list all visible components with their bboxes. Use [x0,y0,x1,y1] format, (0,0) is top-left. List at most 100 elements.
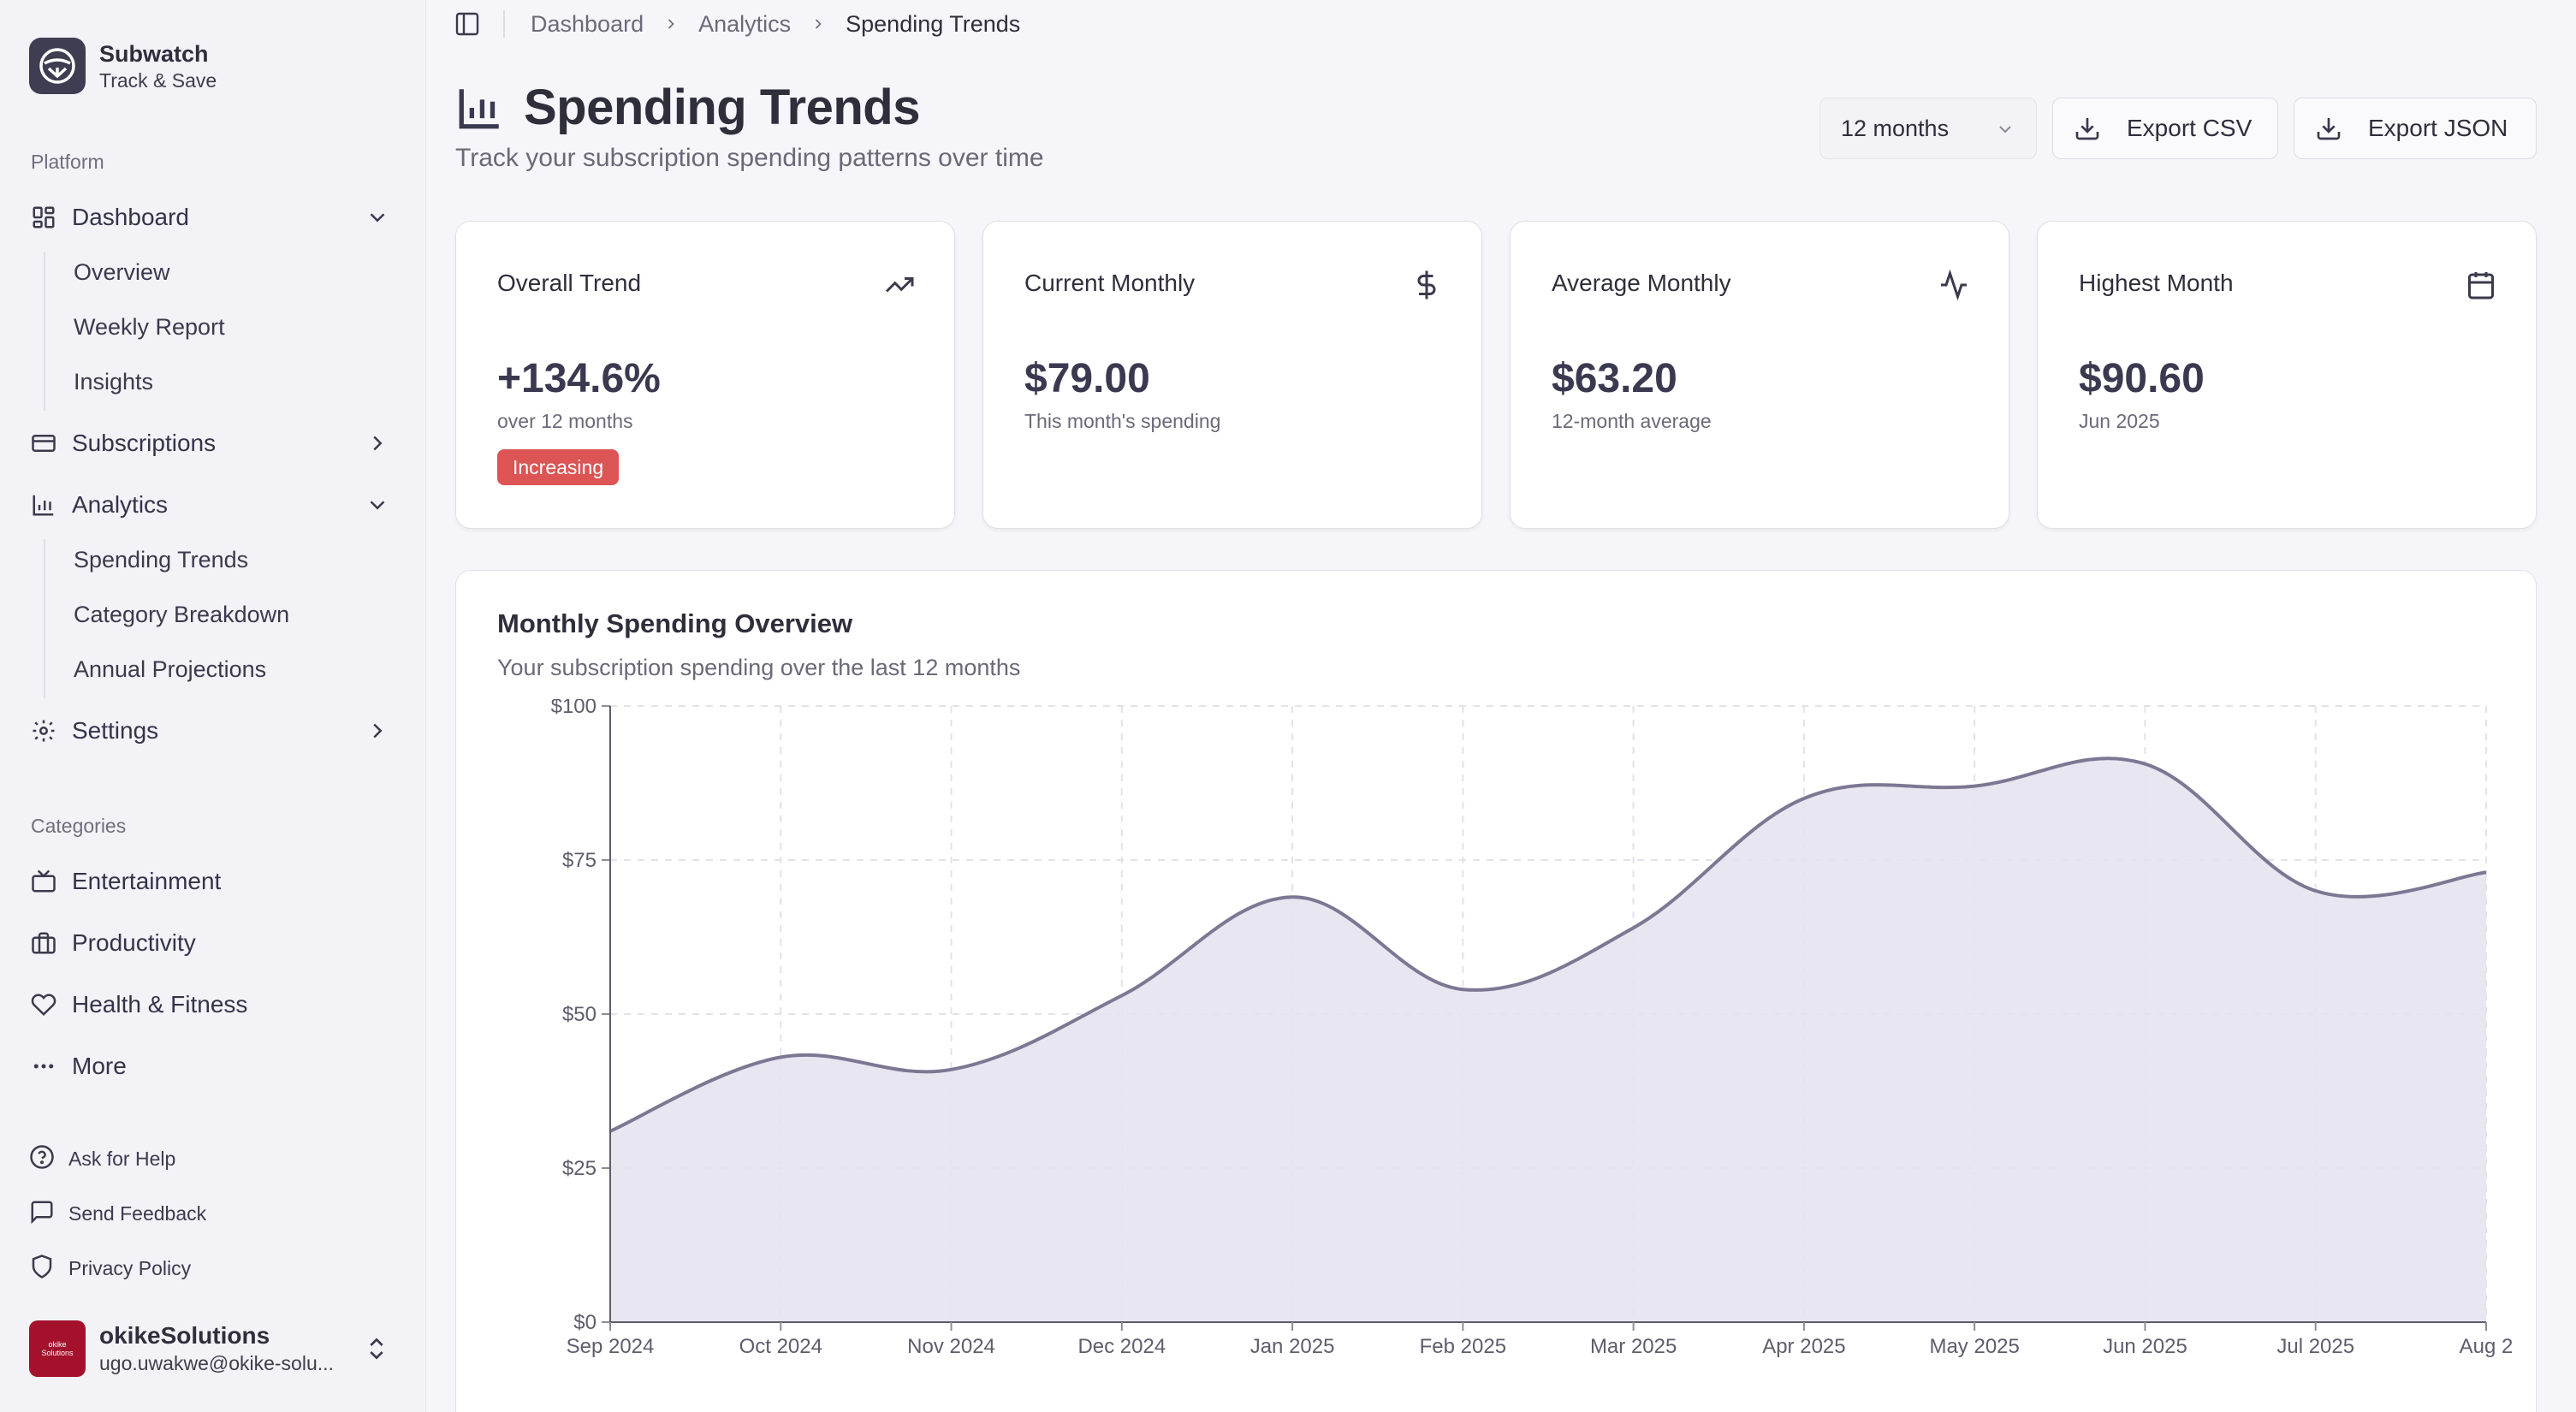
chevron-right-icon[interactable] [365,718,390,744]
card-caption: over 12 months [497,410,633,432]
user-email: ugo.uwakwe@okike-solu... [99,1352,334,1374]
card-title: Highest Month [2079,270,2234,296]
download-icon [2317,118,2341,140]
chevron-right-icon[interactable] [365,430,390,456]
link-label: Privacy Policy [68,1256,192,1279]
card-caption: Jun 2025 [2079,410,2160,432]
sidebar-item-label: More [72,1053,127,1079]
sidebar-item-label: Subscriptions [72,430,217,456]
sidebar-item-weekly-report[interactable]: Weekly Report [74,314,225,340]
sidebar-item-label: Settings [72,717,159,744]
message-square-icon [29,1199,55,1229]
sidebar-item-label: Analytics [72,491,169,518]
help-circle-icon [29,1144,55,1174]
x-tick-label: Sep 2024 [567,1335,655,1358]
chevron-down-icon [1999,126,2011,133]
x-tick-label: Feb 2025 [1420,1335,1506,1358]
period-select-value: 12 months [1841,115,1950,141]
sidebar-item-category-breakdown[interactable]: Category Breakdown [74,602,290,627]
x-tick-label: Apr 2025 [1762,1335,1845,1358]
breadcrumb-analytics[interactable]: Analytics [698,10,792,37]
card-value: $79.00 [1024,356,1150,401]
export-csv-button[interactable]: Export CSV [2052,98,2278,159]
sidebar-item-productivity[interactable]: Productivity [29,918,397,968]
stat-card-highest-month: Highest Month $90.60 Jun 2025 [2037,221,2537,529]
export-csv-label: Export CSV [2127,115,2253,141]
shield-icon [29,1254,55,1284]
y-tick-label: $50 [562,1003,597,1026]
x-tick-label: Mar 2025 [1590,1335,1677,1358]
card-value: $63.20 [1552,356,1677,401]
sidebar-item-overview[interactable]: Overview [74,259,170,285]
chart-subtitle: Your subscription spending over the last… [497,655,1021,680]
card-value: +134.6% [497,356,661,401]
submenu-rail [44,539,45,698]
brand[interactable]: Subwatch Track & Save [29,38,217,94]
series-line [609,756,2487,1133]
sidebar-item-dashboard[interactable]: Dashboard [29,193,397,242]
sidebar-item-more[interactable]: More [29,1041,397,1091]
series-area [610,758,2486,1322]
briefcase-icon [29,928,58,958]
user-menu[interactable]: okike Solutions okikeSolutions ugo.uwakw… [29,1318,397,1379]
page-header: Spending Trends [455,79,921,136]
card-caption: 12-month average [1552,410,1712,432]
dollar-icon [1417,270,1436,300]
sidebar-item-entertainment[interactable]: Entertainment [29,857,397,906]
send-feedback-link[interactable]: Send Feedback [29,1195,206,1232]
bar-chart-icon [29,490,58,519]
breadcrumb-dashboard[interactable]: Dashboard [531,10,644,37]
calendar-icon [2468,272,2494,300]
period-select[interactable]: 12 months [1819,98,2037,159]
more-horizontal-icon [29,1052,58,1081]
chart-title: Monthly Spending Overview [497,608,853,638]
x-tick-label: May 2025 [1929,1335,2019,1358]
dashboard-icon [29,203,58,232]
trending-up-icon [885,277,914,293]
sidebar-item-label: Entertainment [72,868,222,894]
chart-card: Monthly Spending Overview Your subscript… [455,570,2537,1412]
breadcrumb-current: Spending Trends [846,10,1021,37]
sidebar: Subwatch Track & Save Platform Dashboard… [0,0,426,1412]
sidebar-item-label: Dashboard [72,204,189,230]
avatar: okike Solutions [29,1320,86,1377]
activity-icon [1941,270,1967,300]
y-tick-label: $25 [562,1157,597,1180]
page-title: Spending Trends [524,80,921,135]
chevrons-up-down-icon[interactable] [363,1335,390,1362]
stat-card-overall-trend: Overall Trend +134.6% over 12 months Inc… [455,221,955,529]
sidebar-item-label: Productivity [72,929,196,956]
sidebar-item-settings[interactable]: Settings [29,706,397,756]
stat-card-average-monthly: Average Monthly $63.20 12-month average [1510,221,2009,529]
brand-logo-icon [29,38,86,94]
sidebar-toggle-icon[interactable] [454,10,481,38]
chevron-down-icon[interactable] [365,205,390,230]
x-tick-label: Jun 2025 [2103,1335,2187,1358]
sidebar-item-spending-trends[interactable]: Spending Trends [74,547,249,573]
submenu-rail [44,252,45,411]
sidebar-item-insights[interactable]: Insights [74,369,154,395]
chevron-down-icon[interactable] [365,492,390,518]
sidebar-item-health-fitness[interactable]: Health & Fitness [29,980,397,1029]
gear-icon [29,716,58,745]
sidebar-item-subscriptions[interactable]: Subscriptions [29,418,397,468]
categories-group-label: Categories [31,815,127,837]
card-title: Overall Trend [497,270,642,296]
export-json-button[interactable]: Export JSON [2294,98,2537,159]
x-tick-label: Jan 2025 [1250,1335,1335,1358]
sidebar-item-analytics[interactable]: Analytics [29,480,397,530]
sidebar-item-label: Health & Fitness [72,991,248,1017]
x-tick-label: Nov 2024 [907,1335,995,1358]
y-tick-label: $100 [551,699,597,718]
tv-icon [29,867,58,896]
ask-for-help-link[interactable]: Ask for Help [29,1140,175,1178]
privacy-policy-link[interactable]: Privacy Policy [29,1249,191,1287]
export-json-label: Export JSON [2368,115,2508,141]
heart-icon [29,990,58,1019]
link-label: Ask for Help [68,1147,176,1170]
sidebar-item-annual-projections[interactable]: Annual Projections [74,656,267,682]
card-title: Average Monthly [1552,270,1731,296]
chevron-right-icon [668,19,674,29]
breadcrumb: Dashboard Analytics Spending Trends [454,7,1020,41]
page-subtitle: Track your subscription spending pattern… [455,144,1044,172]
